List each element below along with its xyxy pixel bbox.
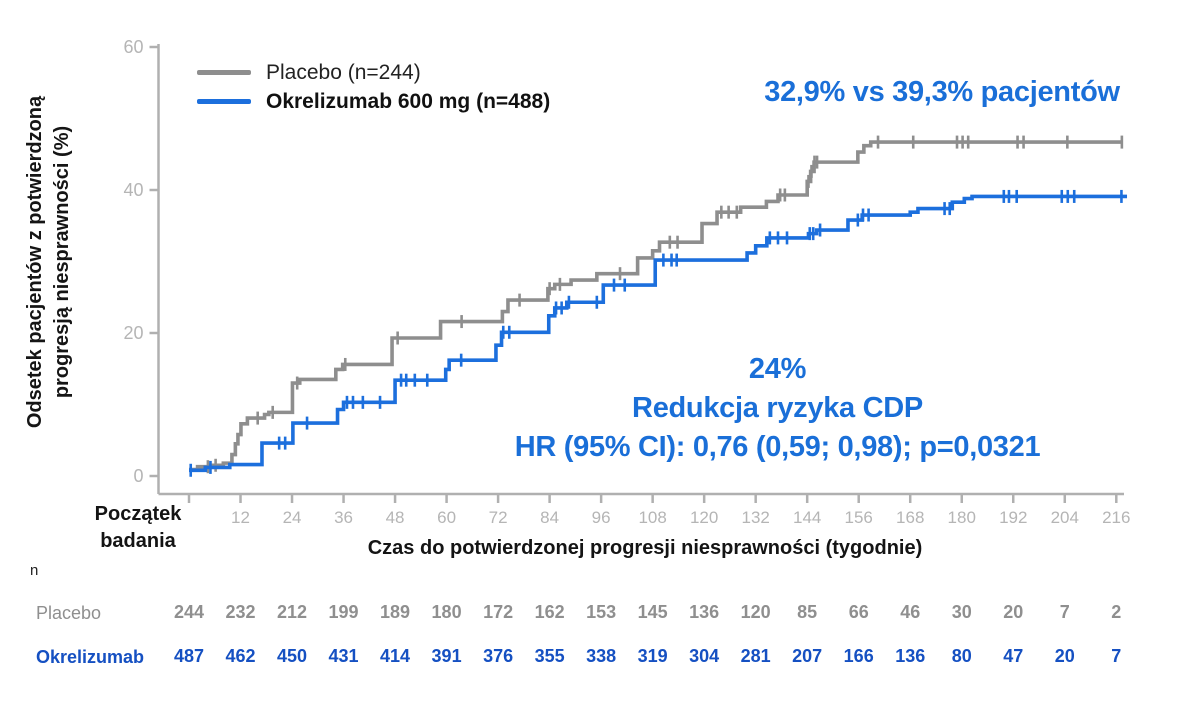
x-tick-label: 48 — [386, 508, 405, 527]
y-tick-label: 40 — [123, 180, 143, 200]
legend: Placebo (n=244) Okrelizumab 600 mg (n=48… — [197, 58, 550, 116]
risk-value-okrelizumab: 281 — [741, 646, 771, 666]
risk-value-placebo: 2 — [1111, 602, 1121, 622]
x-tick-label: 216 — [1102, 508, 1130, 527]
x-tick-label: 192 — [999, 508, 1027, 527]
y-tick-label: 60 — [123, 37, 143, 57]
legend-item-placebo: Placebo (n=244) — [197, 58, 550, 87]
risk-value-placebo: 189 — [380, 602, 410, 622]
legend-label-okrelizumab: Okrelizumab 600 mg (n=488) — [266, 89, 551, 113]
legend-label-placebo: Placebo (n=244) — [266, 60, 421, 84]
legend-item-okrelizumab: Okrelizumab 600 mg (n=488) — [197, 87, 550, 116]
risk-value-okrelizumab: 355 — [535, 646, 565, 666]
x-tick-label: 108 — [638, 508, 666, 527]
risk-row-label-okrelizumab: Okrelizumab — [36, 647, 145, 667]
y-tick-label: 20 — [123, 323, 143, 343]
x-tick-label: 180 — [948, 508, 976, 527]
risk-value-okrelizumab: 376 — [483, 646, 513, 666]
x-axis-start-label-line1: Początek — [94, 503, 182, 525]
risk-value-placebo: 172 — [483, 602, 513, 622]
x-tick-label: 84 — [540, 508, 559, 527]
annotation-risk-reduction-value: 24% — [748, 353, 807, 385]
placebo-curve — [189, 140, 1123, 472]
risk-value-placebo: 232 — [225, 602, 255, 622]
x-tick-label: 120 — [690, 508, 718, 527]
x-tick-label: 60 — [437, 508, 456, 527]
annotation-risk-reduction-label: Redukcja ryzyka CDP — [632, 392, 923, 424]
x-tick-label: 72 — [489, 508, 508, 527]
risk-value-okrelizumab: 207 — [792, 646, 822, 666]
x-tick-label: 156 — [845, 508, 873, 527]
x-tick-label: 12 — [231, 508, 250, 527]
annotation-risk-reduction: 24% Redukcja ryzyka CDP HR (95% CI): 0,7… — [505, 350, 1050, 467]
risk-value-placebo: 162 — [535, 602, 565, 622]
risk-value-okrelizumab: 450 — [277, 646, 307, 666]
risk-value-okrelizumab: 319 — [638, 646, 668, 666]
x-axis-start-label: Początek badania — [74, 501, 202, 555]
risk-value-okrelizumab: 338 — [586, 646, 616, 666]
risk-value-placebo: 136 — [689, 602, 719, 622]
risk-value-placebo: 7 — [1060, 602, 1070, 622]
okrelizumab-curve — [189, 194, 1128, 473]
x-axis-start-label-line2: badania — [100, 530, 176, 552]
y-tick-label: 0 — [133, 466, 143, 486]
risk-value-okrelizumab: 47 — [1003, 646, 1023, 666]
x-tick-label: 24 — [283, 508, 302, 527]
okrelizumab-line-swatch — [197, 99, 251, 104]
x-tick-label: 96 — [592, 508, 611, 527]
risk-value-placebo: 30 — [952, 602, 972, 622]
x-tick-label: 204 — [1051, 508, 1079, 527]
risk-value-okrelizumab: 136 — [895, 646, 925, 666]
risk-value-okrelizumab: 391 — [432, 646, 462, 666]
risk-value-placebo: 212 — [277, 602, 307, 622]
risk-value-okrelizumab: 304 — [689, 646, 719, 666]
risk-value-placebo: 66 — [849, 602, 869, 622]
risk-value-okrelizumab: 80 — [952, 646, 972, 666]
risk-value-okrelizumab: 462 — [225, 646, 255, 666]
y-axis-title-line1: Odsetek pacjentów z potwierdzoną — [24, 95, 46, 429]
risk-table-n-label: n — [30, 562, 39, 579]
risk-value-placebo: 120 — [741, 602, 771, 622]
x-tick-label: 36 — [334, 508, 353, 527]
x-axis-title: Czas do potwierdzonej progresji niespraw… — [367, 537, 923, 559]
risk-value-okrelizumab: 20 — [1055, 646, 1075, 666]
risk-row-label-placebo: Placebo — [36, 603, 102, 623]
risk-value-placebo: 145 — [638, 602, 668, 622]
risk-value-placebo: 85 — [797, 602, 817, 622]
x-tick-label: 168 — [896, 508, 924, 527]
annotation-percent-comparison: 32,9% vs 39,3% pacjentów — [764, 76, 1120, 108]
risk-value-placebo: 153 — [586, 602, 616, 622]
risk-value-okrelizumab: 414 — [380, 646, 410, 666]
risk-value-placebo: 20 — [1003, 602, 1023, 622]
risk-value-okrelizumab: 166 — [844, 646, 874, 666]
risk-value-placebo: 46 — [900, 602, 920, 622]
annotation-hazard-ratio: HR (95% CI): 0,76 (0,59; 0,98); p=0,0321 — [514, 431, 1041, 463]
y-axis-title: Odsetek pacjentów z potwierdzoną progres… — [22, 22, 78, 502]
risk-value-okrelizumab: 7 — [1111, 646, 1121, 666]
x-tick-label: 132 — [741, 508, 769, 527]
x-tick-label: 144 — [793, 508, 821, 527]
risk-value-placebo: 244 — [174, 602, 204, 622]
y-axis-title-line2: progresją niesprawności (%) — [51, 125, 73, 399]
risk-value-placebo: 199 — [329, 602, 359, 622]
risk-value-placebo: 180 — [432, 602, 462, 622]
risk-value-okrelizumab: 487 — [174, 646, 204, 666]
placebo-line-swatch — [197, 70, 251, 75]
risk-value-okrelizumab: 431 — [329, 646, 359, 666]
